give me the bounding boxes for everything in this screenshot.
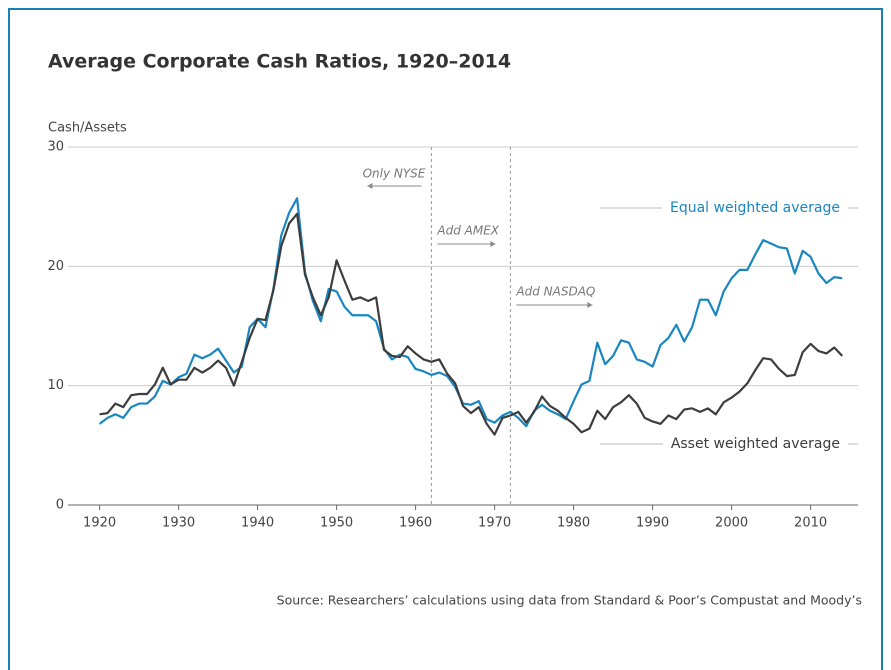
x-tick-label: 1920 xyxy=(83,516,116,531)
legend-label: Asset weighted average xyxy=(671,436,840,452)
x-tick-label: 1990 xyxy=(636,516,669,531)
x-tick-label: 2010 xyxy=(794,516,827,531)
y-tick-label: 30 xyxy=(47,140,64,155)
series-line xyxy=(99,212,843,436)
annotation: Only NYSE xyxy=(363,167,426,181)
chart-title: Average Corporate Cash Ratios, 1920–2014 xyxy=(48,51,511,73)
x-tick-label: 1980 xyxy=(557,516,590,531)
x-tick-label: 1940 xyxy=(241,516,274,531)
annotation-arrowhead xyxy=(367,183,373,189)
card-frame xyxy=(8,8,883,670)
x-tick-label: 2000 xyxy=(715,516,748,531)
source-note: Source: Researchers’ calculations using … xyxy=(277,593,862,608)
annotation-arrowhead xyxy=(587,302,593,308)
x-tick-label: 1960 xyxy=(399,516,432,531)
y-tick-label: 10 xyxy=(47,378,64,393)
x-tick-label: 1970 xyxy=(478,516,511,531)
x-tick-label: 1950 xyxy=(320,516,353,531)
annotation-arrowhead xyxy=(490,241,496,247)
y-axis-label: Cash/Assets xyxy=(48,121,127,136)
legend-label-bg xyxy=(662,434,848,454)
annotation: Add NASDAQ xyxy=(515,285,595,299)
series-line xyxy=(98,197,843,428)
chart: Average Corporate Cash Ratios, 1920–2014… xyxy=(47,51,862,608)
y-tick-label: 20 xyxy=(47,259,64,274)
annotation: Add AMEX xyxy=(436,224,499,238)
x-tick-label: 1930 xyxy=(162,516,195,531)
y-tick-label: 0 xyxy=(56,498,64,513)
page: Average Corporate Cash Ratios, 1920–2014… xyxy=(8,8,883,670)
legend-label: Equal weighted average xyxy=(670,200,840,216)
legend-label-bg xyxy=(662,198,848,218)
